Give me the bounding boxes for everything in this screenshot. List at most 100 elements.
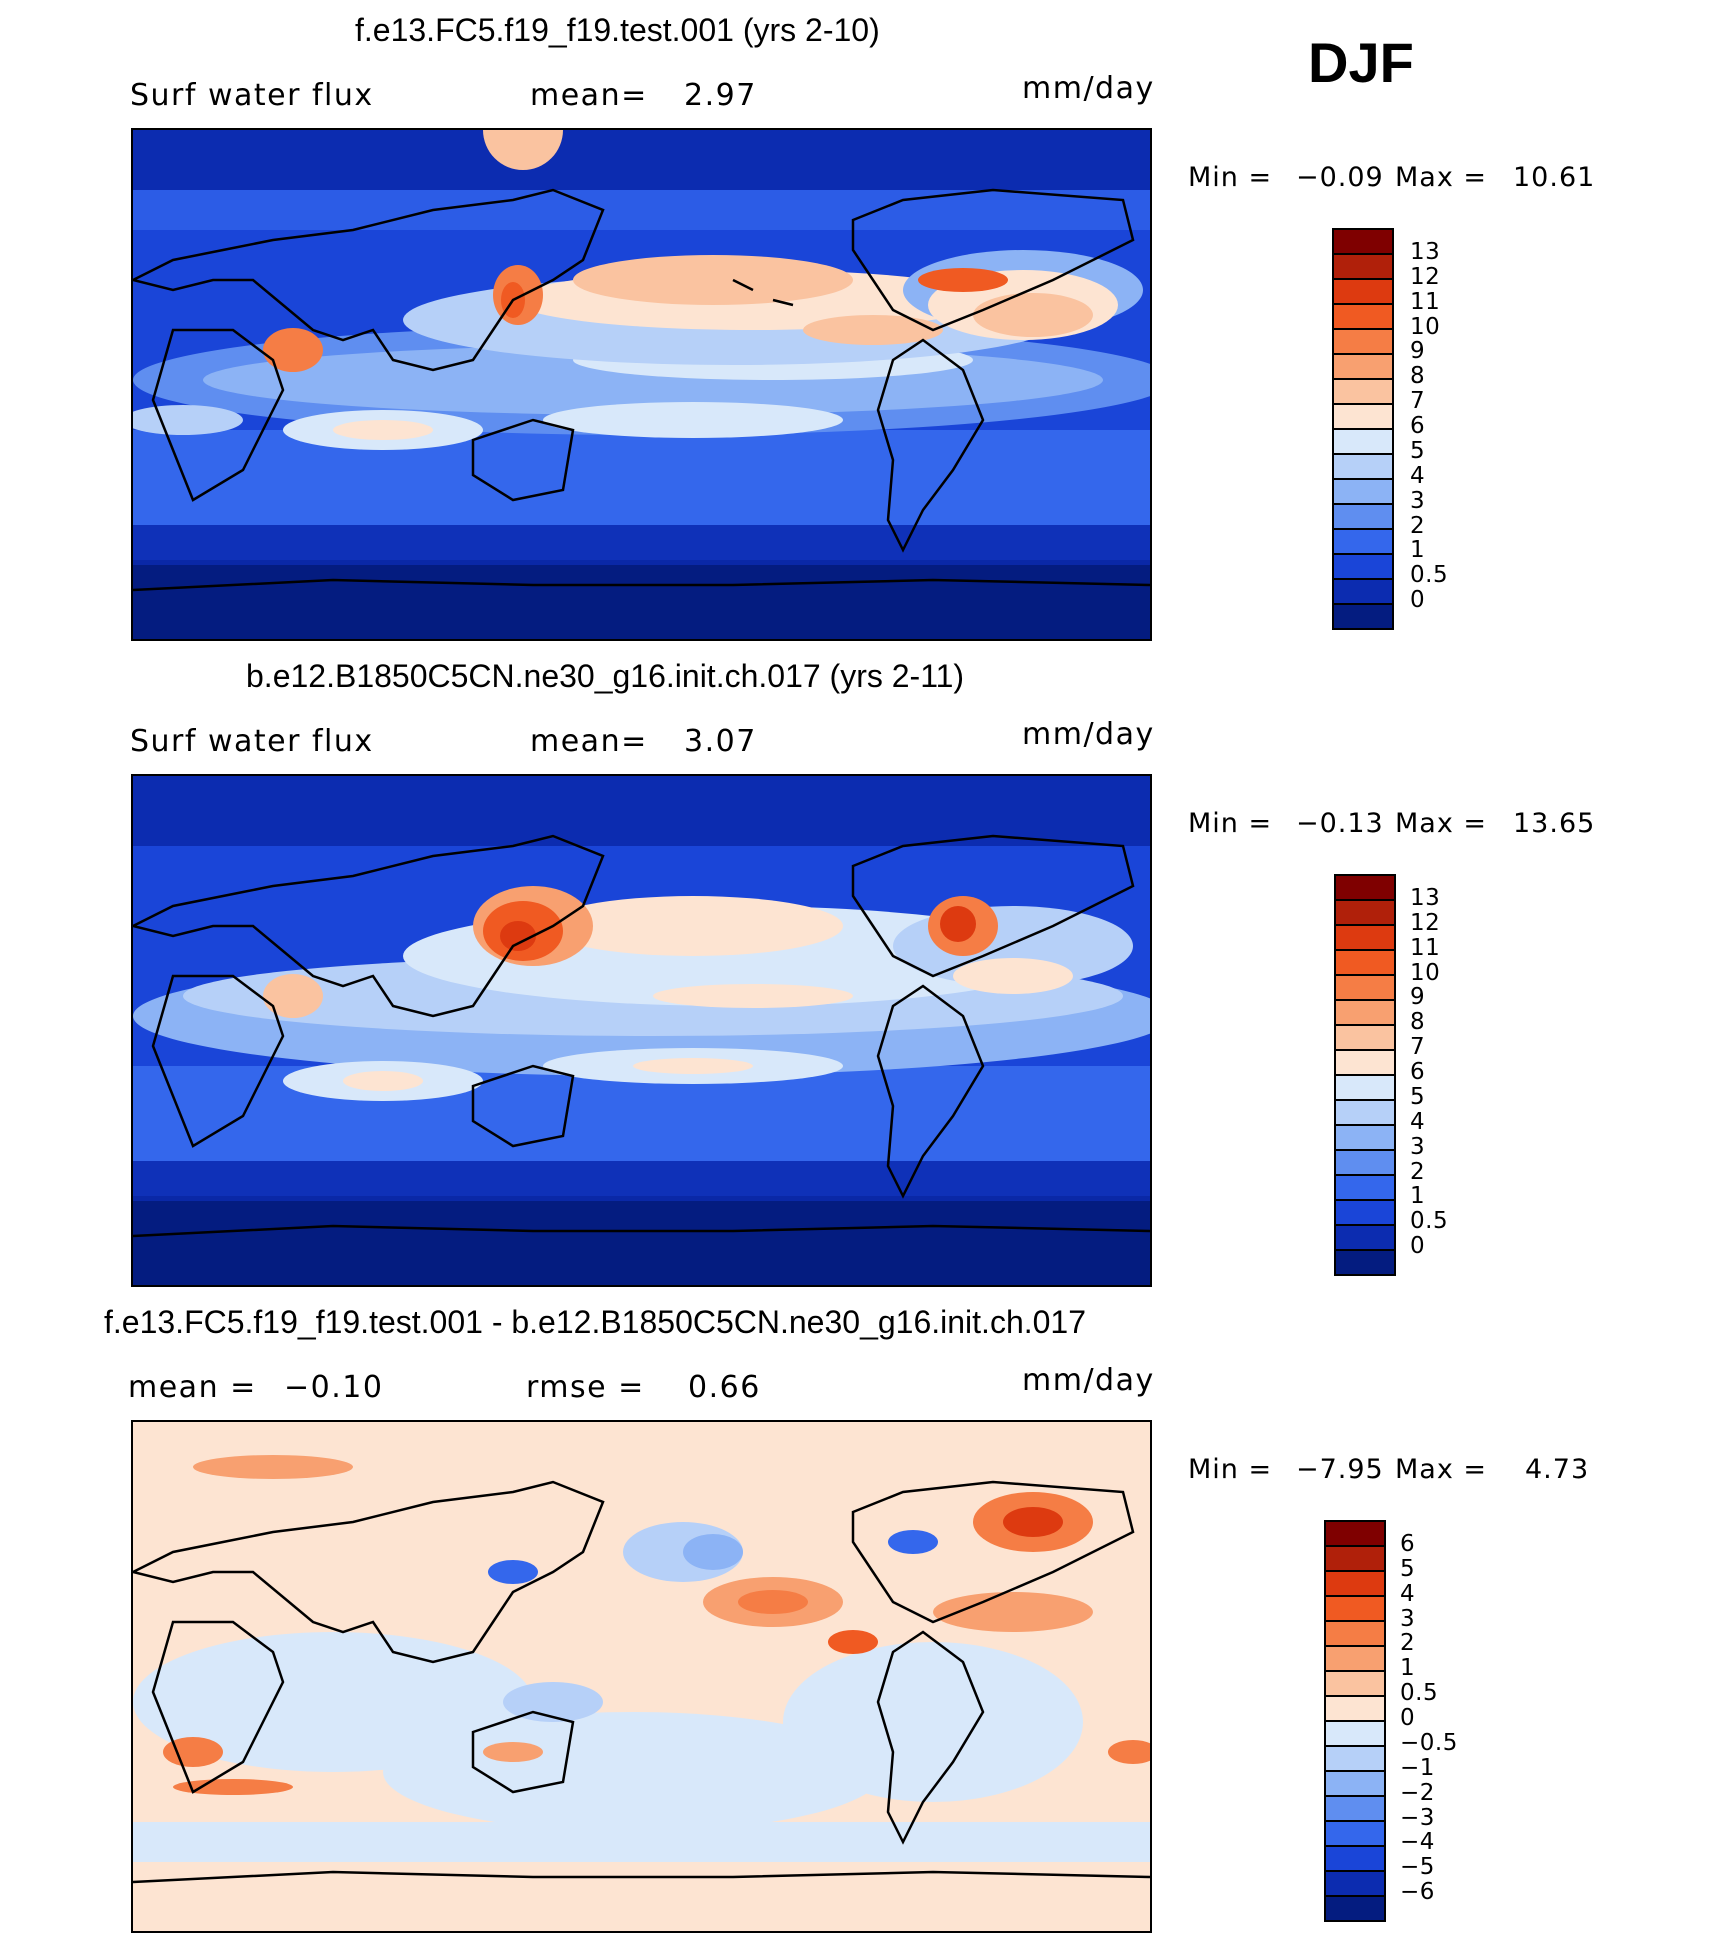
colorbar-swatch — [1336, 1226, 1394, 1251]
colorbar-tick-label: −0.5 — [1400, 1729, 1458, 1756]
colorbar-swatch — [1326, 1872, 1384, 1897]
panel-2-units: mm/day — [1022, 717, 1155, 752]
colorbar-swatch — [1336, 1251, 1394, 1274]
colorbar-tick-label: 11 — [1410, 288, 1441, 315]
colorbar-tick-label: 4 — [1400, 1580, 1416, 1607]
colorbar-tick-label: −6 — [1400, 1879, 1435, 1906]
colorbar-swatch — [1326, 1522, 1384, 1547]
panel-2-min-value: −0.13 — [1296, 808, 1384, 839]
panel-3-min-label: Min = — [1188, 1454, 1273, 1485]
colorbar-swatch — [1334, 330, 1392, 355]
colorbar-swatch — [1336, 1126, 1394, 1151]
colorbar-tick-label: 6 — [1410, 1059, 1426, 1085]
colorbar-swatch — [1334, 605, 1392, 628]
colorbar-tick-label: 6 — [1410, 413, 1426, 439]
colorbar-swatch — [1334, 480, 1392, 505]
colorbar-swatch — [1336, 951, 1394, 976]
colorbar-tick-label: −1 — [1400, 1754, 1435, 1781]
colorbar-swatch — [1336, 1201, 1394, 1226]
colorbar-tick-label: 2 — [1400, 1630, 1416, 1657]
colorbar-tick-label: 9 — [1410, 338, 1426, 365]
colorbar-tick-label: −4 — [1400, 1829, 1435, 1856]
panel-1-title: f.e13.FC5.f19_f19.test.001 (yrs 2-10) — [355, 12, 880, 48]
colorbar-swatch — [1334, 430, 1392, 455]
panel-2-max-label: Max = — [1395, 808, 1488, 839]
season-label: DJF — [1308, 31, 1414, 94]
colorbar-swatch — [1334, 230, 1392, 255]
colorbar-swatch — [1326, 1897, 1384, 1920]
colorbar-swatch — [1326, 1622, 1384, 1647]
panel-1-variable: Surf water flux — [130, 78, 374, 113]
colorbar-tick-label: 1 — [1410, 1183, 1426, 1210]
panel-1-map — [131, 128, 1152, 641]
colorbar-swatch — [1326, 1772, 1384, 1797]
colorbar-swatch — [1336, 1176, 1394, 1201]
colorbar-tick-label: 0 — [1400, 1705, 1416, 1731]
colorbar-tick-label: 7 — [1410, 1034, 1426, 1061]
colorbar-tick-label: 2 — [1410, 512, 1426, 539]
colorbar-swatch — [1326, 1597, 1384, 1622]
colorbar-swatch — [1334, 380, 1392, 405]
colorbar-swatch — [1326, 1722, 1384, 1747]
panel-3-rmse-value: 0.66 — [688, 1370, 761, 1405]
panel-1-colorbar — [1332, 228, 1394, 630]
colorbar-tick-label: 9 — [1410, 984, 1426, 1011]
panel-3-colorbar — [1324, 1520, 1386, 1922]
colorbar-swatch — [1336, 1026, 1394, 1051]
colorbar-swatch — [1334, 505, 1392, 530]
panel-3-units: mm/day — [1022, 1363, 1155, 1398]
panel-3-rmse-label: rmse = — [526, 1370, 645, 1405]
panel-1-mean-label: mean= — [530, 78, 648, 113]
colorbar-tick-label: 3 — [1410, 1133, 1426, 1160]
colorbar-tick-label: 12 — [1410, 263, 1441, 290]
colorbar-tick-label: 10 — [1410, 313, 1441, 340]
panel-1-map-image — [133, 130, 1150, 639]
colorbar-tick-label: 0 — [1410, 1233, 1426, 1260]
colorbar-tick-label: −2 — [1400, 1779, 1435, 1806]
colorbar-swatch — [1336, 876, 1394, 901]
colorbar-tick-label: 5 — [1400, 1555, 1416, 1582]
panel-2-mean-value: 3.07 — [684, 724, 757, 759]
panel-1-max-label: Max = — [1395, 162, 1488, 193]
colorbar-tick-label: 11 — [1410, 934, 1441, 961]
panel-1-min-value: −0.09 — [1296, 162, 1384, 193]
colorbar-swatch — [1336, 926, 1394, 951]
panel-3-min-value: −7.95 — [1296, 1454, 1384, 1485]
panel-2-map-image — [133, 776, 1150, 1285]
colorbar-swatch — [1326, 1572, 1384, 1597]
colorbar-swatch — [1334, 280, 1392, 305]
colorbar-swatch — [1326, 1547, 1384, 1572]
colorbar-tick-label: 0.5 — [1400, 1680, 1439, 1707]
colorbar-swatch — [1334, 555, 1392, 580]
colorbar-tick-label: −3 — [1400, 1804, 1435, 1831]
colorbar-swatch — [1336, 1001, 1394, 1026]
colorbar-tick-label: 2 — [1410, 1158, 1426, 1185]
panel-2-title: b.e12.B1850C5CN.ne30_g16.init.ch.017 (yr… — [246, 658, 965, 694]
colorbar-tick-label: 6 — [1400, 1530, 1416, 1557]
colorbar-tick-label: 7 — [1410, 388, 1426, 415]
colorbar-tick-label: 13 — [1410, 884, 1441, 911]
colorbar-tick-label: 4 — [1410, 1108, 1426, 1135]
panel-2-max-value: 13.65 — [1513, 808, 1596, 839]
colorbar-swatch — [1326, 1672, 1384, 1697]
colorbar-swatch — [1334, 580, 1392, 605]
panel-3-title: f.e13.FC5.f19_f19.test.001 - b.e12.B1850… — [104, 1304, 1087, 1340]
colorbar-swatch — [1334, 355, 1392, 380]
colorbar-tick-label: 0.5 — [1410, 1208, 1449, 1235]
panel-1-min-label: Min = — [1188, 162, 1273, 193]
panel-3-max-value: 4.73 — [1525, 1454, 1590, 1485]
panel-2-colorbar — [1334, 874, 1396, 1276]
colorbar-tick-label: 12 — [1410, 909, 1441, 936]
colorbar-swatch — [1326, 1847, 1384, 1872]
colorbar-swatch — [1334, 305, 1392, 330]
colorbar-tick-label: 4 — [1410, 462, 1426, 489]
colorbar-tick-label: 8 — [1410, 1009, 1426, 1036]
colorbar-swatch — [1336, 1151, 1394, 1176]
colorbar-tick-label: 5 — [1410, 1083, 1426, 1110]
colorbar-swatch — [1336, 1076, 1394, 1101]
colorbar-tick-label: −5 — [1400, 1854, 1435, 1881]
colorbar-tick-label: 1 — [1400, 1655, 1416, 1682]
colorbar-swatch — [1334, 530, 1392, 555]
colorbar-swatch — [1326, 1647, 1384, 1672]
panel-3-mean-label: mean = — [128, 1370, 257, 1405]
